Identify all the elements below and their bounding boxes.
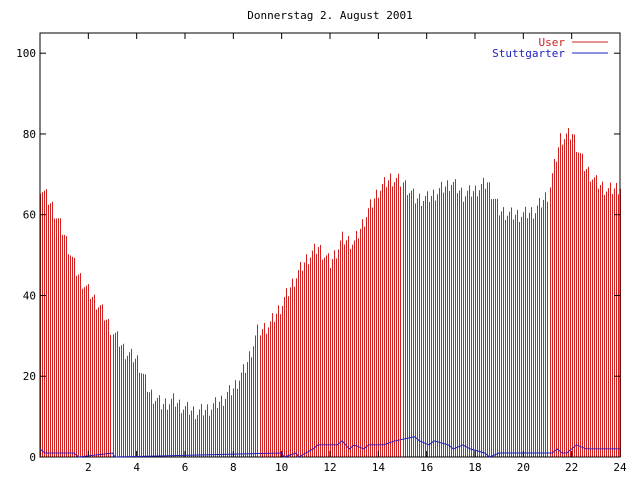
y-axis: 0 20 40 60 80 100 (16, 47, 620, 464)
legend-label-user: User (539, 36, 566, 49)
y-tick-label: 60 (23, 209, 36, 222)
x-tick-label: 20 (517, 461, 530, 474)
user-bars (40, 128, 621, 457)
y-tick-label: 40 (23, 289, 36, 302)
stuttgarter-series-line (39, 436, 620, 458)
y-tick-label: 80 (23, 128, 36, 141)
x-tick-label: 6 (182, 461, 189, 474)
y-tick-label: 0 (29, 451, 36, 464)
x-tick-label: 14 (372, 461, 386, 474)
x-tick-label: 10 (275, 461, 288, 474)
x-tick-label: 2 (85, 461, 92, 474)
x-tick-label: 4 (133, 461, 140, 474)
x-tick-label: 18 (468, 461, 481, 474)
x-tick-label: 8 (230, 461, 237, 474)
x-tick-label: 16 (420, 461, 433, 474)
plot-frame (39, 32, 621, 458)
legend: User Stuttgarter (492, 36, 608, 60)
chart-title: Donnerstag 2. August 2001 (247, 9, 413, 22)
x-tick-label: 24 (613, 461, 627, 474)
x-tick-label: 12 (323, 461, 336, 474)
x-tick-label: 22 (565, 461, 578, 474)
legend-label-stuttgarter: Stuttgarter (492, 47, 565, 60)
y-tick-label: 100 (16, 47, 36, 60)
y-tick-label: 20 (23, 370, 36, 383)
x-axis: 2 4 6 8 10 12 14 16 18 20 22 24 (85, 33, 627, 474)
